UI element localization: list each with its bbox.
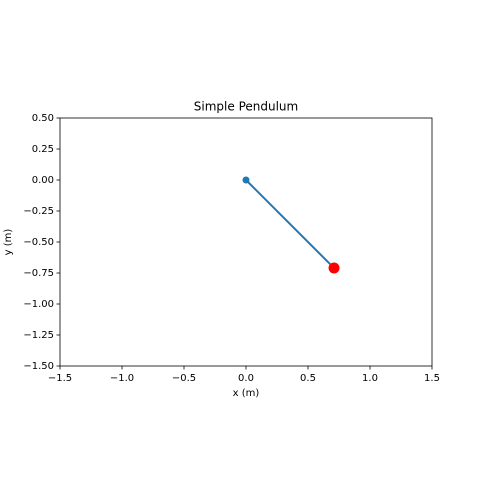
y-tick-label: −1.25 [23,330,54,341]
y-tick-label: −0.25 [23,206,54,217]
x-tick-label: 0.5 [300,373,316,384]
y-tick-label: 0.50 [32,113,54,124]
x-tick-label: −0.5 [172,373,196,384]
x-tick-label: −1.0 [110,373,134,384]
pivot [242,176,250,184]
y-tick-label: −0.75 [23,268,54,279]
y-axis-label: y (m) [3,229,14,256]
x-tick-label: −1.5 [48,373,72,384]
x-tick-label: 1.5 [424,373,440,384]
y-tick-label: 0.00 [32,175,54,186]
x-axis-label: x (m) [233,388,260,399]
y-tick-label: 0.25 [32,144,54,155]
y-tick-label: −1.50 [23,361,54,372]
y-tick-label: −1.00 [23,299,54,310]
chart-title: Simple Pendulum [194,100,298,114]
rod [245,179,335,269]
bob [328,262,340,274]
x-tick-label: 1.0 [362,373,378,384]
y-tick-label: −0.50 [23,237,54,248]
x-tick-label: 0.0 [238,373,254,384]
